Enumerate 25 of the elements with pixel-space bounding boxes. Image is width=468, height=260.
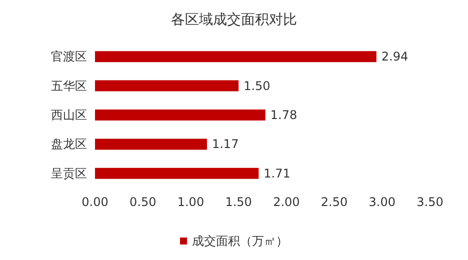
data-label: 2.94 (381, 50, 408, 64)
data-label: 1.78 (270, 108, 298, 122)
bar (95, 138, 207, 150)
x-tick-label: 0.50 (130, 195, 156, 209)
bar (95, 110, 266, 120)
y-tick-label: 盘龙区 (51, 137, 87, 152)
x-tick-label: 0.00 (82, 195, 108, 209)
y-tick-label: 五华区 (51, 78, 87, 93)
x-tick-label: 1.00 (177, 195, 204, 209)
x-tick-label: 3.50 (416, 195, 444, 209)
legend-label: 成交面积（万㎡） (192, 234, 288, 248)
y-tick-label: 官渡区 (51, 50, 87, 64)
bar (95, 168, 259, 179)
x-tick-label: 3.00 (368, 195, 396, 209)
data-label: 1.50 (244, 78, 270, 93)
bar (95, 51, 376, 62)
x-tick-label: 2.00 (273, 195, 300, 209)
chart-title: 各区域成交面积对比 (171, 12, 297, 28)
data-label: 1.71 (264, 166, 290, 180)
y-tick-label: 西山区 (51, 108, 87, 122)
y-tick-label: 呈贡区 (51, 166, 87, 180)
data-label: 1.17 (212, 137, 239, 152)
x-tick-label: 2.50 (320, 195, 348, 209)
x-tick-label: 1.50 (225, 195, 252, 209)
bar (95, 80, 239, 92)
